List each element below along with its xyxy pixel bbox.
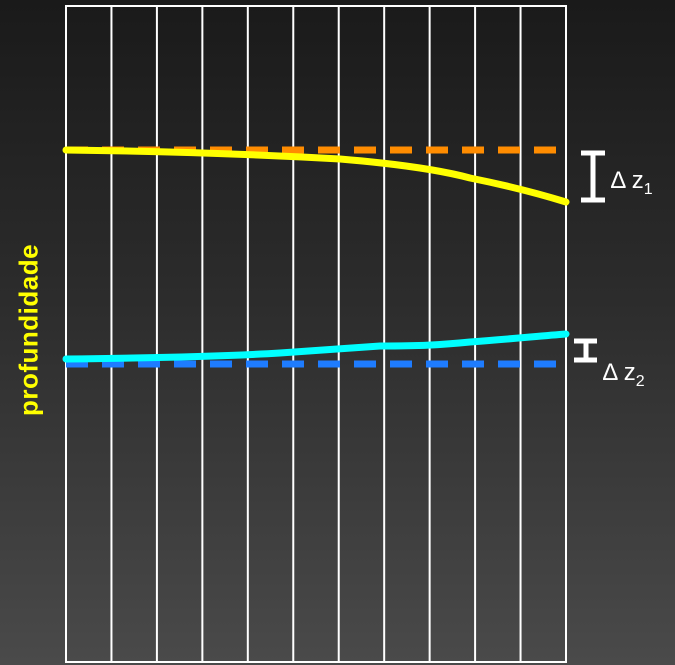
subscript: 1 xyxy=(644,181,653,198)
delta-z2-label: ∆ z2 xyxy=(603,359,645,390)
delta-z1-bracket xyxy=(581,150,605,203)
delta-z2-bracket xyxy=(574,338,597,363)
subscript: 2 xyxy=(636,373,645,390)
grid-frame xyxy=(65,5,567,663)
delta-z1-label: ∆ z1 xyxy=(611,167,653,198)
column-grid xyxy=(65,5,567,663)
upper-curve xyxy=(62,146,570,206)
delta-symbol: ∆ xyxy=(611,167,626,194)
delta-symbol: ∆ xyxy=(603,359,618,386)
lower-curve xyxy=(62,330,570,363)
z-variable: z xyxy=(632,167,644,194)
z-variable: z xyxy=(624,359,636,386)
